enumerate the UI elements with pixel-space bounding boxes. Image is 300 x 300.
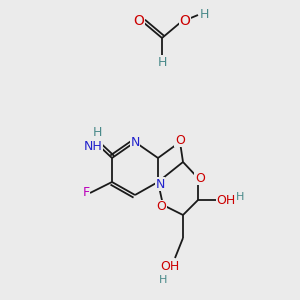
Text: H: H bbox=[92, 125, 102, 139]
Text: O: O bbox=[180, 14, 190, 28]
Text: H: H bbox=[199, 8, 209, 22]
Text: OH: OH bbox=[160, 260, 180, 272]
Text: N: N bbox=[130, 136, 140, 148]
Text: H: H bbox=[236, 192, 244, 202]
Text: O: O bbox=[156, 200, 166, 214]
Text: NH: NH bbox=[84, 140, 102, 152]
Text: N: N bbox=[155, 178, 165, 190]
Text: H: H bbox=[159, 275, 167, 285]
Text: O: O bbox=[195, 172, 205, 184]
Text: O: O bbox=[134, 14, 144, 28]
Text: F: F bbox=[82, 187, 90, 200]
Text: H: H bbox=[157, 56, 167, 68]
Text: OH: OH bbox=[216, 194, 236, 206]
Text: O: O bbox=[175, 134, 185, 146]
